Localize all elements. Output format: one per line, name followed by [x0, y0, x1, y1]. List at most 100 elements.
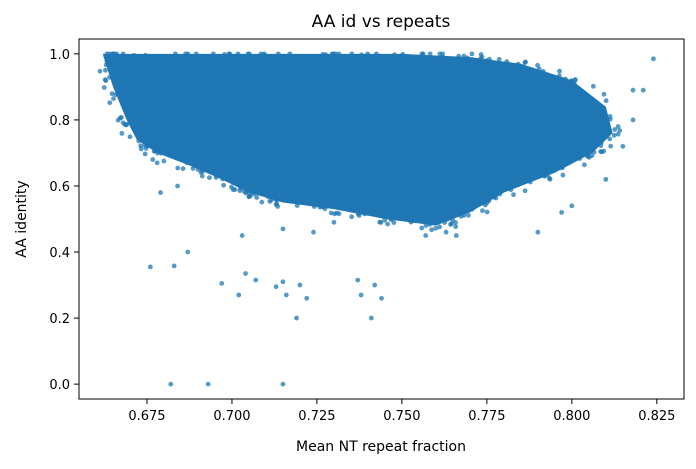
data-point [103, 62, 109, 68]
data-point [603, 98, 609, 104]
data-point [113, 92, 119, 97]
data-point [365, 51, 370, 57]
data-point [456, 53, 462, 59]
data-point [562, 76, 568, 82]
y-axis-ticks: 0.0 0.2 0.4 0.6 0.8 1.0 [49, 48, 79, 393]
data-point [419, 51, 425, 57]
data-point [349, 214, 355, 220]
data-point [156, 147, 162, 153]
data-point [560, 172, 566, 178]
data-point [141, 137, 146, 143]
data-point [259, 199, 265, 205]
data-point [450, 217, 456, 223]
data-point [112, 57, 118, 63]
data-point [527, 179, 533, 185]
data-point [293, 56, 299, 61]
data-point [275, 51, 281, 57]
data-point [515, 182, 521, 188]
data-point [437, 51, 443, 57]
outlier-point [304, 295, 310, 301]
data-point [486, 197, 492, 202]
data-point [505, 61, 511, 67]
data-point [311, 204, 317, 209]
data-point [103, 67, 108, 73]
data-point [378, 53, 384, 59]
data-point [235, 51, 241, 57]
data-point [373, 51, 379, 57]
data-point [547, 175, 552, 181]
data-point [180, 166, 186, 172]
data-point [484, 209, 490, 215]
data-point [467, 206, 472, 212]
data-point [598, 140, 604, 145]
outlier-point [379, 295, 384, 301]
data-point [349, 207, 355, 213]
data-point [591, 149, 597, 155]
outlier-point [236, 292, 242, 298]
outlier-point [569, 203, 575, 209]
outlier-point [253, 277, 259, 283]
data-point [104, 58, 110, 64]
data-point [556, 73, 562, 79]
data-point [186, 157, 191, 163]
data-point [160, 54, 165, 59]
data-point [497, 191, 503, 197]
data-point [128, 111, 134, 116]
outlier-point [331, 219, 337, 225]
outlier-point [273, 284, 279, 290]
data-point [127, 134, 133, 140]
data-point [136, 138, 142, 144]
data-point [400, 51, 406, 57]
outlier-point [219, 281, 225, 286]
data-point [385, 221, 391, 227]
data-point [222, 52, 227, 57]
data-point [547, 75, 553, 81]
outlier-point [294, 315, 299, 321]
dense-point-cloud [102, 53, 613, 226]
y-tick-label: 0.4 [49, 246, 70, 261]
data-point [601, 91, 607, 97]
data-point [396, 214, 402, 220]
outlier-point [535, 229, 541, 235]
outlier-point [239, 233, 245, 238]
data-point [214, 169, 219, 175]
data-point [221, 182, 227, 188]
data-point [197, 160, 203, 166]
data-point [388, 217, 394, 222]
data-point [336, 211, 342, 217]
data-point [97, 68, 103, 74]
data-point [461, 213, 467, 218]
data-point [294, 203, 300, 208]
data-point [260, 190, 266, 196]
data-point [111, 96, 116, 102]
data-point [496, 56, 502, 62]
data-point [332, 201, 337, 207]
data-point [102, 77, 108, 83]
data-point [469, 51, 475, 57]
data-point [568, 80, 574, 86]
x-tick-label: 0.775 [468, 409, 505, 424]
data-point [516, 66, 522, 72]
data-point [300, 56, 306, 61]
data-point [391, 220, 397, 226]
data-point [382, 217, 388, 223]
data-point [229, 184, 234, 190]
data-point [107, 100, 113, 106]
x-tick-label: 0.700 [213, 409, 250, 424]
x-axis-ticks: 0.675 0.700 0.725 0.750 0.775 0.800 0.825 [128, 399, 675, 424]
data-point [246, 51, 252, 57]
data-point [134, 117, 139, 123]
data-point [574, 150, 580, 156]
data-point [445, 216, 450, 222]
data-point [423, 223, 429, 228]
data-point [431, 57, 437, 63]
data-point [254, 195, 260, 200]
outlier-point [280, 226, 286, 232]
data-point [150, 157, 156, 162]
y-tick-label: 1.0 [49, 48, 70, 63]
data-point [542, 172, 548, 178]
data-point [465, 59, 470, 65]
data-point [232, 177, 238, 182]
data-point [220, 176, 226, 182]
data-point [226, 175, 232, 181]
